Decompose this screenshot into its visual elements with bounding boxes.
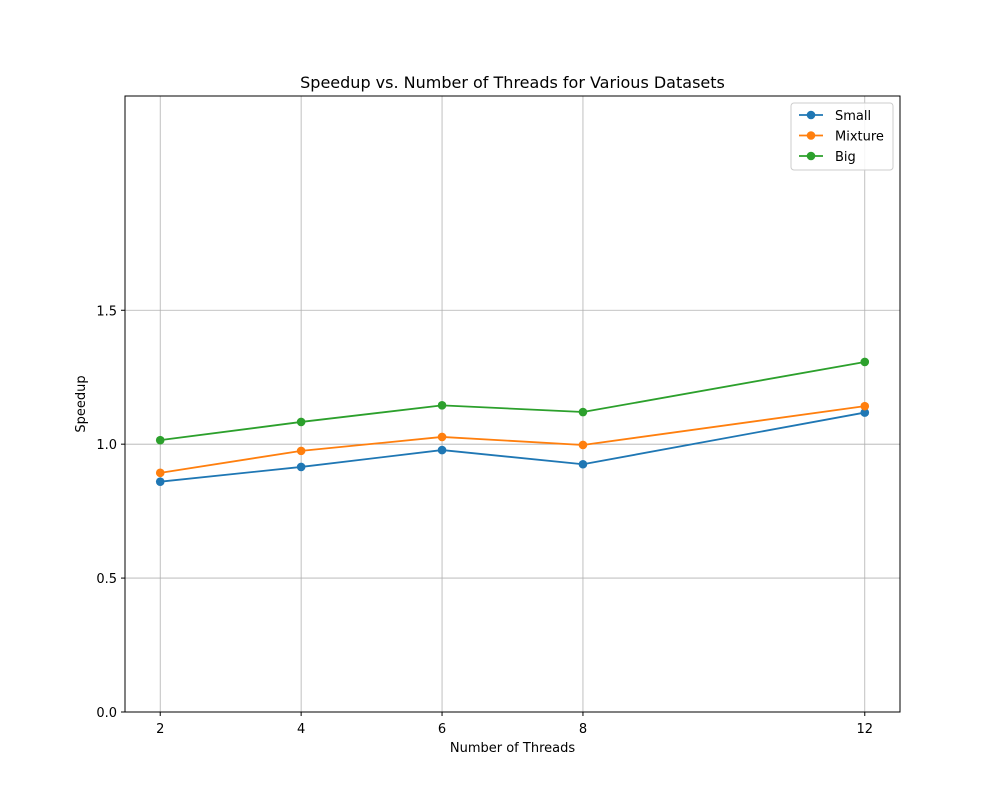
x-tick-label: 4 bbox=[297, 722, 305, 737]
data-point-small bbox=[155, 477, 165, 486]
data-point-small bbox=[860, 408, 870, 417]
series-layer bbox=[155, 357, 870, 486]
data-point-big bbox=[437, 401, 447, 410]
legend-box bbox=[790, 102, 894, 171]
legend-item-big: Big bbox=[799, 150, 856, 165]
legend-swatch-marker bbox=[806, 151, 816, 161]
data-point-big bbox=[578, 407, 588, 417]
legend-item-mixture: Mixture bbox=[799, 130, 884, 145]
series-big bbox=[155, 357, 870, 445]
legend-label: Big bbox=[835, 150, 856, 165]
legend-item-small: Small bbox=[799, 109, 871, 124]
data-point-mixture bbox=[296, 446, 306, 456]
x-axis-title: Number of Threads bbox=[450, 741, 575, 756]
axis-ticks: 2 4 6 8 12 0.0 0.5 1.0 1.5 bbox=[96, 304, 873, 737]
x-tick-label: 12 bbox=[856, 722, 873, 737]
data-point-mixture bbox=[437, 432, 447, 442]
chart-title: Speedup vs. Number of Threads for Variou… bbox=[300, 73, 725, 92]
y-tick-label: 1.5 bbox=[96, 304, 117, 319]
data-point-big bbox=[155, 435, 165, 445]
x-tick-label: 2 bbox=[156, 722, 164, 737]
y-axis-title: Speedup bbox=[74, 375, 89, 432]
data-point-mixture bbox=[578, 440, 588, 450]
legend-label: Mixture bbox=[835, 130, 884, 145]
plot-frame bbox=[124, 95, 901, 713]
legend-label: Small bbox=[835, 109, 871, 124]
data-point-small bbox=[578, 459, 588, 469]
legend-swatch-marker bbox=[806, 110, 816, 120]
y-tick-label: 0.5 bbox=[96, 572, 117, 587]
data-point-small bbox=[296, 462, 306, 472]
series-mixture bbox=[155, 401, 870, 478]
data-point-big bbox=[860, 357, 870, 367]
data-point-mixture bbox=[860, 401, 870, 411]
legend: Small Mixture Big bbox=[790, 102, 894, 171]
legend-swatch-marker bbox=[806, 131, 816, 140]
y-tick-label: 1.0 bbox=[96, 438, 117, 453]
x-tick-label: 6 bbox=[438, 722, 446, 737]
y-tick-label: 0.0 bbox=[96, 706, 117, 721]
x-tick-label: 8 bbox=[579, 722, 587, 737]
series-small bbox=[155, 408, 870, 486]
data-point-small bbox=[437, 445, 447, 455]
data-point-big bbox=[296, 417, 306, 427]
data-point-mixture bbox=[155, 468, 165, 478]
